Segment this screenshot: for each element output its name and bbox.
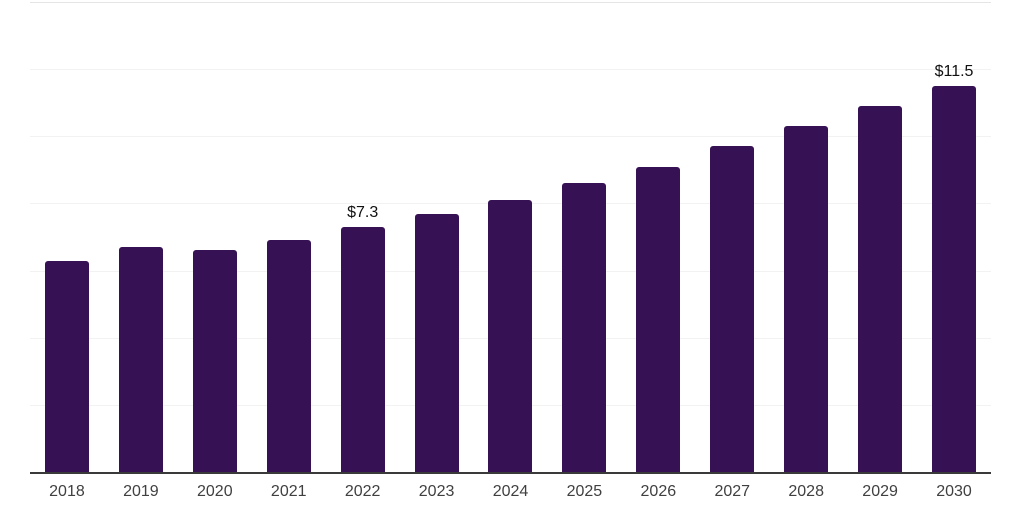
bar-2024 [488,200,533,472]
x-tick-label: 2029 [862,483,898,500]
x-tick-label: 2021 [270,483,307,500]
bar-band [843,2,917,472]
plot-area: $7.3 $11.5 [30,2,991,474]
bar-band [400,2,474,472]
bar-band [30,2,104,472]
x-tick-label: 2027 [714,483,751,500]
bar-band: $11.5 [917,2,991,472]
bar-2021 [266,240,311,472]
gridline [30,69,991,71]
bar-band [621,2,695,472]
bar-band: $7.3 [326,2,400,472]
bar-band [695,2,769,472]
x-tick-label: 2020 [197,483,233,500]
bar-2019 [118,247,163,472]
x-tick-label: 2023 [418,483,455,500]
bar-2028 [784,126,829,472]
bar-value-label: $7.3 [347,203,379,221]
bar-band [178,2,252,472]
bar-2026 [636,166,681,472]
x-tick-label: 2018 [49,483,85,500]
bars: $7.3 $11.5 [30,2,991,472]
gridline [30,136,991,138]
bar-2029 [858,106,903,472]
bar-2027 [710,146,755,472]
bar-2025 [562,183,607,472]
bar-2018 [44,260,89,472]
x-tick-label: 2030 [936,483,972,500]
bar-2030 [932,85,977,472]
bar-band [104,2,178,472]
x-axis-labels: 2018 2019 2020 2021 2022 2023 2024 2025 2026 2027… [30,482,991,501]
bar-band [252,2,326,472]
bar-2020 [192,250,237,472]
bar-value-label: $11.5 [934,62,974,80]
x-tick-label: 2026 [640,483,677,500]
bar-2023 [414,213,459,472]
x-tick-label: 2028 [788,483,824,500]
x-tick-label: 2024 [492,483,529,500]
gridline [30,2,991,3]
x-tick-label: 2025 [566,483,603,500]
bar-band [769,2,843,472]
bar-band [474,2,548,472]
x-tick-label: 2022 [344,483,381,500]
bar-2022 [340,226,385,472]
bar-band [547,2,621,472]
x-axis-line [30,472,991,474]
x-tick-label: 2019 [123,483,159,500]
